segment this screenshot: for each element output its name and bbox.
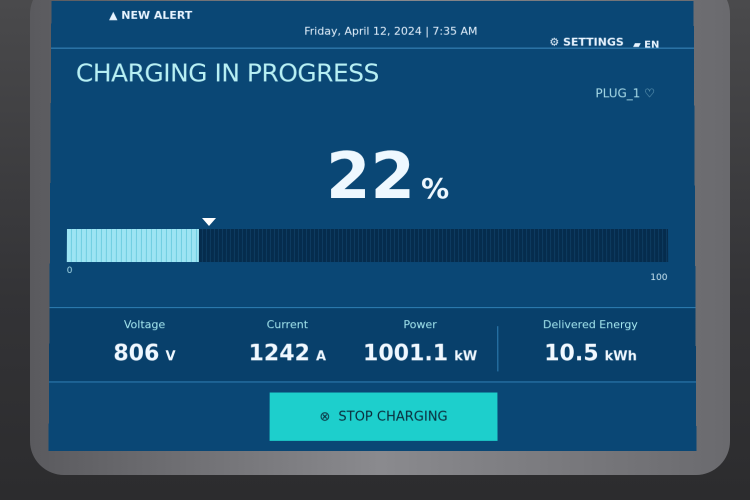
plug-icon: ♡ (644, 86, 655, 101)
language-button[interactable]: ▰ EN (633, 39, 660, 51)
page-title: CHARGING IN PROGRESS (75, 58, 379, 88)
progress-marker (201, 218, 217, 226)
top-bar: ▲ NEW ALERT Friday, April 12, 2024 | 7:3… (51, 1, 694, 51)
stop-charging-button[interactable]: ⊗ STOP CHARGING (269, 392, 498, 441)
close-circle-icon: ⊗ (319, 409, 331, 425)
stat-current: Current 1242 A (248, 318, 327, 367)
charge-percentage: 22% (326, 140, 450, 215)
scale-min: 0 (66, 266, 73, 277)
chat-icon: ▰ (633, 39, 645, 51)
progress-fill (66, 228, 200, 263)
stat-power: Power 1001.1 kW (363, 318, 478, 367)
gear-icon: ⚙ (549, 35, 564, 49)
stat-voltage: Voltage 806 V (113, 318, 176, 367)
settings-button[interactable]: ⚙ SETTINGS (549, 35, 624, 49)
stats-panel: Voltage 806 V Current 1242 A Power 1001.1 kW D… (49, 307, 696, 383)
plug-indicator: PLUG_1 ♡ (595, 86, 655, 101)
datetime: Friday, April 12, 2024 | 7:35 AM (304, 24, 478, 38)
new-alert-button[interactable]: ▲ NEW ALERT (109, 8, 193, 22)
scale-max: 100 (650, 273, 668, 284)
warning-icon: ▲ (109, 8, 122, 22)
charger-screen: ▲ NEW ALERT Friday, April 12, 2024 | 7:3… (48, 1, 697, 451)
progress-bar (66, 228, 669, 263)
stat-delivered-energy: Delivered Energy 10.5 kWh (542, 318, 638, 367)
stats-divider (497, 326, 499, 372)
